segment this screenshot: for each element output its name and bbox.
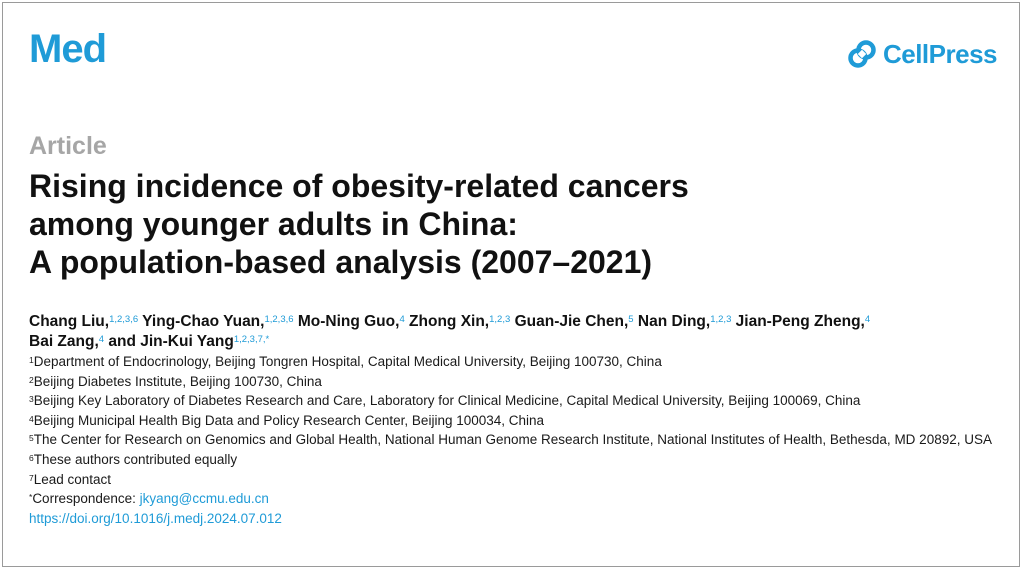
author-name: Nan Ding, — [637, 313, 711, 330]
affiliation-number: 6 — [29, 452, 34, 463]
affiliation-number: 3 — [29, 394, 34, 405]
affiliation-text: Beijing Key Laboratory of Diabetes Resea… — [33, 393, 861, 409]
author-affiliation-refs[interactable]: 1,2,3 — [489, 314, 511, 325]
correspondence-email-link[interactable]: jkyang@ccmu.edu.cn — [139, 491, 269, 507]
author-list: Chang Liu,1,2,3,6 Ying-Chao Yuan,1,2,3,6… — [29, 312, 1009, 352]
affiliation-item: 4Beijing Municipal Health Big Data and P… — [29, 411, 1009, 431]
author[interactable]: Nan Ding,1,2,3 — [638, 313, 731, 330]
author[interactable]: Chang Liu,1,2,3,6 — [29, 313, 138, 330]
author[interactable]: Mo-Ning Guo,4 — [298, 313, 405, 330]
title-line: among younger adults in China: — [29, 206, 518, 242]
author[interactable]: Bai Zang,4 — [29, 333, 104, 350]
author-name: Mo-Ning Guo, — [297, 313, 400, 330]
author[interactable]: Guan-Jie Chen,5 — [515, 313, 634, 330]
publisher-name: CellPress — [882, 39, 998, 69]
author-name: and Jin-Kui Yang — [108, 333, 234, 350]
author-name: Guan-Jie Chen, — [514, 313, 629, 330]
author-affiliation-refs[interactable]: 5 — [628, 314, 634, 325]
author-affiliation-refs[interactable]: 4 — [864, 314, 871, 325]
affiliation-text: These authors contributed equally — [33, 451, 238, 467]
author-affiliation-refs[interactable]: 1,2,3,6 — [109, 314, 139, 325]
affiliation-item: 1Department of Endocrinology, Beijing To… — [29, 352, 1009, 372]
author-affiliation-refs[interactable]: 4 — [399, 314, 405, 325]
author[interactable]: Zhong Xin,1,2,3 — [409, 313, 510, 330]
correspondence-label: Correspondence: — [32, 491, 140, 507]
affiliation-text: Beijing Municipal Health Big Data and Po… — [33, 412, 545, 428]
affiliation-text: Department of Endocrinology, Beijing Ton… — [33, 354, 662, 369]
author-name: Zhong Xin, — [409, 313, 490, 330]
affiliation-number: 2 — [29, 374, 34, 385]
affiliation-text: Beijing Diabetes Institute, Beijing 1007… — [33, 373, 322, 389]
correspondence-mark: * — [29, 492, 33, 503]
title-line: Rising incidence of obesity-related canc… — [29, 168, 689, 204]
author-affiliation-refs[interactable]: 1,2,3,6 — [264, 314, 294, 325]
affiliation-number: 5 — [29, 433, 34, 444]
author-name: Chang Liu, — [29, 313, 110, 330]
affiliation-item: 2Beijing Diabetes Institute, Beijing 100… — [29, 372, 1009, 392]
affiliation-number: 4 — [29, 413, 34, 424]
doi-row: https://doi.org/10.1016/j.medj.2024.07.0… — [29, 509, 1009, 529]
article-type-label: Article — [29, 132, 107, 160]
journal-name[interactable]: Med — [29, 27, 107, 71]
author-affiliation-refs[interactable]: 1,2,3 — [710, 314, 732, 325]
article-title: Rising incidence of obesity-related canc… — [29, 167, 989, 281]
doi-link[interactable]: https://doi.org/10.1016/j.medj.2024.07.0… — [29, 510, 282, 526]
affiliation-text: Lead contact — [33, 471, 112, 487]
affiliation-number: 7 — [29, 472, 34, 483]
affiliation-number: 1 — [29, 355, 34, 365]
author-name: Ying-Chao Yuan, — [142, 313, 265, 330]
author[interactable]: and Jin-Kui Yang1,2,3,7,* — [108, 333, 269, 350]
affiliation-item: 6These authors contributed equally — [29, 450, 1009, 470]
affiliation-list: 1Department of Endocrinology, Beijing To… — [29, 352, 1009, 528]
author-affiliation-refs[interactable]: 4 — [98, 334, 105, 345]
affiliation-text: The Center for Research on Genomics and … — [33, 432, 992, 448]
publisher-logo[interactable]: CellPress — [847, 39, 998, 69]
author-name: Bai Zang, — [29, 333, 99, 350]
title-line: A population-based analysis (2007–2021) — [29, 244, 653, 280]
affiliation-item: 5The Center for Research on Genomics and… — [29, 430, 1009, 450]
author[interactable]: Ying-Chao Yuan,1,2,3,6 — [142, 313, 293, 330]
author-affiliation-refs[interactable]: 1,2,3,7,* — [233, 334, 270, 345]
cellpress-logo-icon — [848, 40, 876, 68]
affiliation-item: 3Beijing Key Laboratory of Diabetes Rese… — [29, 391, 1009, 411]
correspondence: *Correspondence: jkyang@ccmu.edu.cn — [29, 489, 1009, 509]
affiliation-item: 7Lead contact — [29, 470, 1009, 490]
author-name: Jian-Peng Zheng, — [735, 313, 865, 330]
author[interactable]: Jian-Peng Zheng,4 — [736, 313, 870, 330]
